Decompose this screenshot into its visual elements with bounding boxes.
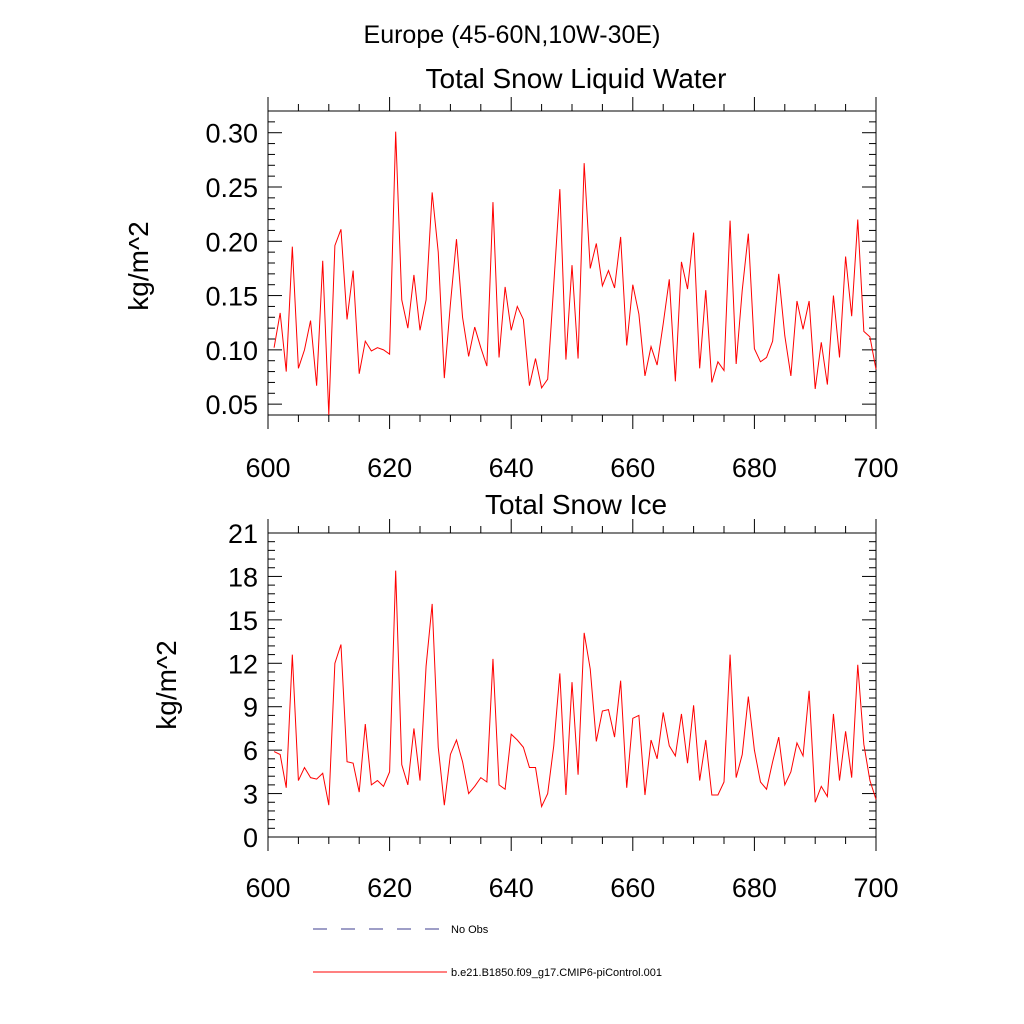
x-tick-label: 640 — [489, 873, 534, 903]
y-tick-label: 9 — [243, 693, 258, 723]
series-line — [273, 570, 877, 809]
y-tick-label: 3 — [243, 780, 258, 810]
x-tick-label: 700 — [853, 453, 898, 483]
y-tick-label: 0.20 — [205, 227, 258, 257]
y-tick-label: 18 — [228, 562, 258, 592]
legend-obs-label: No Obs — [451, 924, 489, 936]
y-tick-label: 6 — [243, 736, 258, 766]
y-tick-label: 12 — [228, 649, 258, 679]
y-tick-label: 15 — [228, 606, 258, 636]
y-axis-label: kg/m^2 — [151, 640, 182, 729]
panel-snow-ice: Total Snow Ice 600 620 640 660 680 700 0 3 6 9 12 15… — [151, 489, 899, 903]
panel-title: Total Snow Liquid Water — [426, 63, 727, 94]
x-tick-label: 660 — [610, 873, 655, 903]
x-tick-label: 600 — [245, 453, 290, 483]
y-tick-label: 21 — [228, 519, 258, 549]
legend: No Obs b.e21.B1850.f09_g17.CMIP6-piContr… — [313, 924, 662, 979]
x-tick-label: 600 — [245, 873, 290, 903]
legend-model-label: b.e21.B1850.f09_g17.CMIP6-piControl.001 — [451, 967, 662, 979]
x-tick-label: 680 — [732, 873, 777, 903]
x-tick-label: 620 — [367, 873, 412, 903]
series-line — [273, 131, 877, 416]
x-tick-label: 700 — [853, 873, 898, 903]
x-tick-label: 640 — [489, 453, 534, 483]
figure-suptitle: Europe (45-60N,10W-30E) — [364, 21, 661, 49]
y-tick-label: 0 — [243, 823, 258, 853]
x-tick-label: 660 — [610, 453, 655, 483]
x-tick-label: 680 — [732, 453, 777, 483]
y-axis-label: kg/m^2 — [123, 221, 154, 310]
y-tick-label: 0.30 — [205, 119, 258, 149]
y-tick-label: 0.15 — [205, 282, 258, 312]
panel-snow-liquid-water: Total Snow Liquid Water 600 620 640 660 680 70… — [123, 63, 899, 483]
x-tick-label: 620 — [367, 453, 412, 483]
y-tick-label: 0.25 — [205, 173, 258, 203]
panel-title: Total Snow Ice — [485, 489, 667, 520]
y-tick-label: 0.10 — [205, 336, 258, 366]
y-tick-label: 0.05 — [205, 390, 258, 420]
